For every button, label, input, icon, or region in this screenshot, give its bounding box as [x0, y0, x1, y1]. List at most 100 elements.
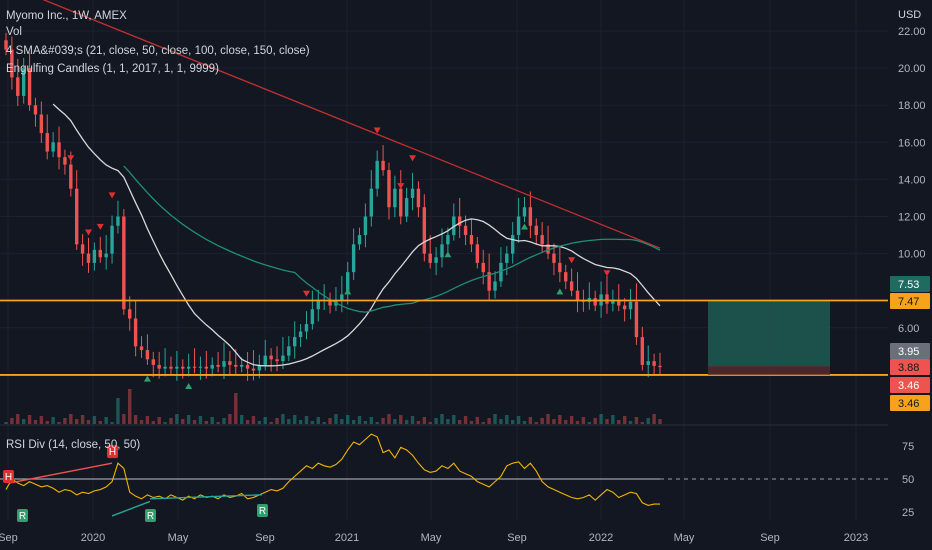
time-tick-label: Sep [760, 532, 780, 544]
bearish-engulf-marker [84, 229, 92, 236]
time-tick-label: May [421, 532, 442, 544]
candle [75, 188, 79, 245]
volume-bar [475, 417, 480, 424]
volume-bar [287, 419, 291, 424]
candle [198, 366, 203, 368]
volume-bar [86, 420, 91, 424]
volume-bar [92, 416, 97, 424]
volume-bar [145, 416, 150, 424]
candle [658, 365, 662, 368]
candle [304, 324, 309, 332]
candle [469, 235, 474, 245]
candle [399, 188, 403, 217]
candle [139, 346, 144, 351]
candle [351, 244, 356, 273]
candle [357, 235, 362, 245]
candle [634, 301, 639, 338]
volume-bar [457, 420, 462, 424]
candle [487, 272, 491, 291]
indicator-vol[interactable]: Vol [6, 26, 22, 38]
candle [181, 366, 185, 369]
bearish-divergence-line [9, 462, 113, 484]
rsi-tick-label: 75 [902, 441, 914, 453]
candle [328, 299, 332, 306]
candle [57, 142, 61, 158]
volume-bar [57, 422, 61, 424]
price-badge [890, 395, 930, 411]
volume-bars [4, 389, 662, 424]
candle [263, 355, 267, 365]
volume-bar [546, 414, 550, 424]
divergence-badge [145, 509, 156, 522]
sma-lines [42, 0, 661, 367]
candle [381, 160, 385, 171]
sma-150-line [42, 0, 661, 249]
bearish-engulf-marker [108, 192, 116, 199]
price-badge-label: 7.47 [898, 296, 919, 308]
bearish-engulf-marker [397, 183, 405, 190]
candle [575, 290, 580, 300]
candle [151, 359, 155, 365]
candle [481, 262, 485, 273]
volume-bar [281, 414, 285, 424]
volume-bar [528, 417, 533, 424]
candle [257, 364, 262, 371]
candle [404, 197, 409, 217]
candle [86, 253, 91, 263]
volume-bar [428, 422, 432, 424]
volume-bar [522, 421, 527, 424]
candle [416, 188, 421, 208]
volume-bar [169, 418, 173, 424]
time-tick-label: Sep [507, 532, 527, 544]
volume-bar [122, 414, 126, 424]
bullish-engulf-marker [185, 383, 193, 390]
price-badge-label: 3.46 [898, 380, 919, 392]
candle [239, 364, 244, 367]
candle [546, 244, 550, 254]
volume-bar [634, 417, 639, 424]
candle [475, 244, 480, 263]
time-tick-label: Sep [255, 532, 275, 544]
candle [204, 366, 209, 369]
volume-bar [617, 420, 621, 424]
volume-bar [399, 415, 403, 424]
volume-bar [516, 416, 521, 424]
price-badge-label: 3.95 [898, 346, 919, 358]
volume-bar [334, 414, 338, 424]
candle [522, 207, 527, 217]
rsi-line [5, 433, 660, 506]
volume-bar [340, 419, 344, 424]
candle [564, 272, 568, 282]
volume-bar [569, 416, 574, 424]
time-tick-label: 2023 [844, 532, 868, 544]
indicator-engulfing[interactable]: Engulfing Candles (1, 1, 2017, 1, 1, 999… [6, 63, 219, 75]
indicator-rsi[interactable]: RSI Div (14, close, 50, 50) [6, 439, 141, 451]
candle [534, 225, 538, 236]
time-tick-label: May [674, 532, 695, 544]
volume-bar [263, 417, 267, 424]
volume-bar [75, 419, 79, 424]
candle [92, 249, 97, 263]
volume-bar [564, 420, 568, 424]
divergence-label: H [109, 447, 116, 458]
candle [440, 244, 444, 258]
candle [27, 68, 32, 106]
candle [505, 253, 509, 263]
bearish-engulf-marker [409, 155, 417, 162]
volume-bar [116, 398, 120, 424]
divergence-marker: R [257, 504, 268, 517]
candle [21, 68, 26, 96]
volume-bar [186, 415, 191, 424]
candle [51, 142, 55, 152]
candle [434, 257, 438, 263]
candle [210, 364, 214, 369]
volume-bar [210, 417, 214, 424]
divergence-marker: R [17, 509, 28, 522]
indicator-sma[interactable]: 4 SMA&#039;s (21, close, 50, close, 100,… [6, 45, 310, 57]
volume-bar [21, 419, 26, 424]
candle [287, 346, 291, 356]
volume-bar [98, 421, 102, 424]
candle [493, 281, 497, 291]
volume-bar [16, 414, 20, 424]
